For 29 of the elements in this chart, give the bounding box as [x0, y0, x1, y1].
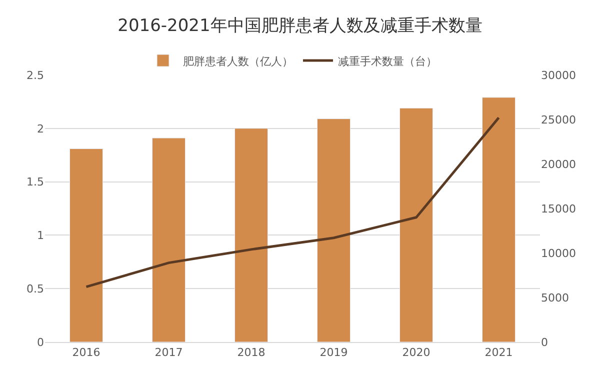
bar: [152, 138, 186, 342]
y2-tick-label: 30000: [541, 68, 576, 82]
y-tick-label: 2.5: [26, 68, 44, 82]
y-tick-label: 0.5: [26, 282, 44, 296]
y2-tick-label: 25000: [541, 113, 576, 126]
bar: [317, 118, 350, 342]
y2-tick-label: 0: [541, 336, 548, 349]
legend-label: 肥胖患者人数（亿人）: [183, 54, 293, 68]
x-tick-label: 2016: [72, 346, 100, 360]
y-tick-label: 2: [37, 122, 44, 136]
bar: [482, 97, 516, 342]
x-tick-label: 2021: [484, 346, 513, 360]
y-tick-label: 0: [37, 336, 44, 349]
bar: [400, 108, 433, 342]
y2-tick-label: 5000: [541, 291, 569, 304]
x-tick-label: 2019: [320, 346, 348, 360]
bar: [234, 128, 268, 342]
legend-label: 减重手术数量（台）: [338, 54, 437, 68]
y2-tick-label: 10000: [541, 246, 576, 260]
y2-tick-label: 20000: [541, 158, 576, 171]
y-tick-label: 1: [37, 229, 44, 242]
x-tick-label: 2020: [402, 346, 430, 360]
x-tick-label: 2017: [154, 346, 183, 360]
chart-title: 2016-2021年中国肥胖患者人数及减重手术数量: [118, 16, 482, 36]
x-tick-label: 2018: [237, 346, 266, 360]
y-tick-label: 1.5: [26, 176, 44, 189]
bar: [70, 148, 103, 342]
line-series: [85, 116, 500, 288]
y2-tick-label: 15000: [541, 202, 576, 216]
